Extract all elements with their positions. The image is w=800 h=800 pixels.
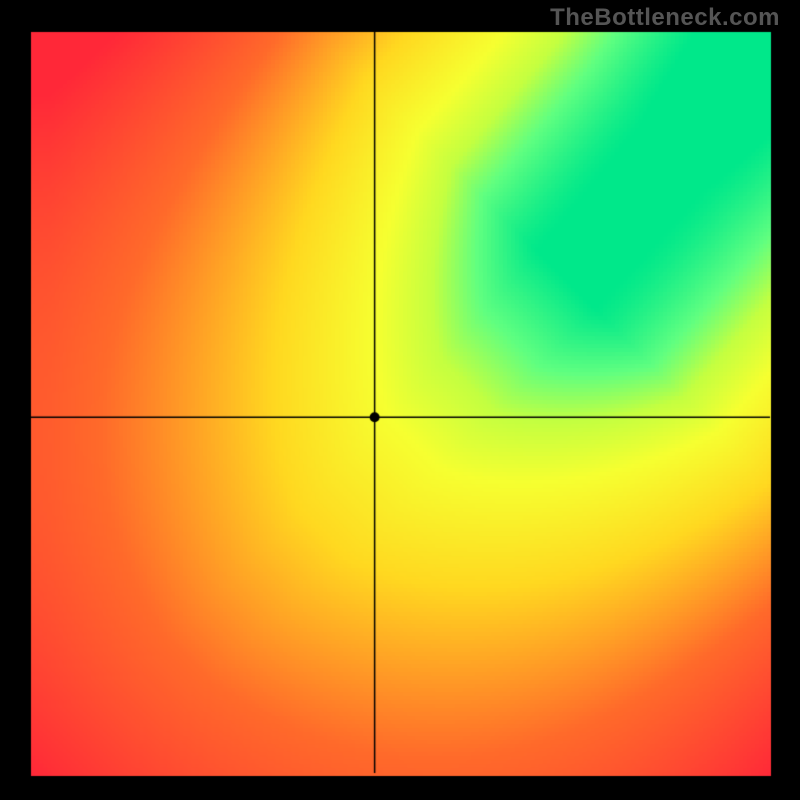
watermark-text: TheBottleneck.com <box>550 4 780 32</box>
chart-container: TheBottleneck.com <box>0 0 800 800</box>
bottleneck-heatmap <box>0 0 800 800</box>
